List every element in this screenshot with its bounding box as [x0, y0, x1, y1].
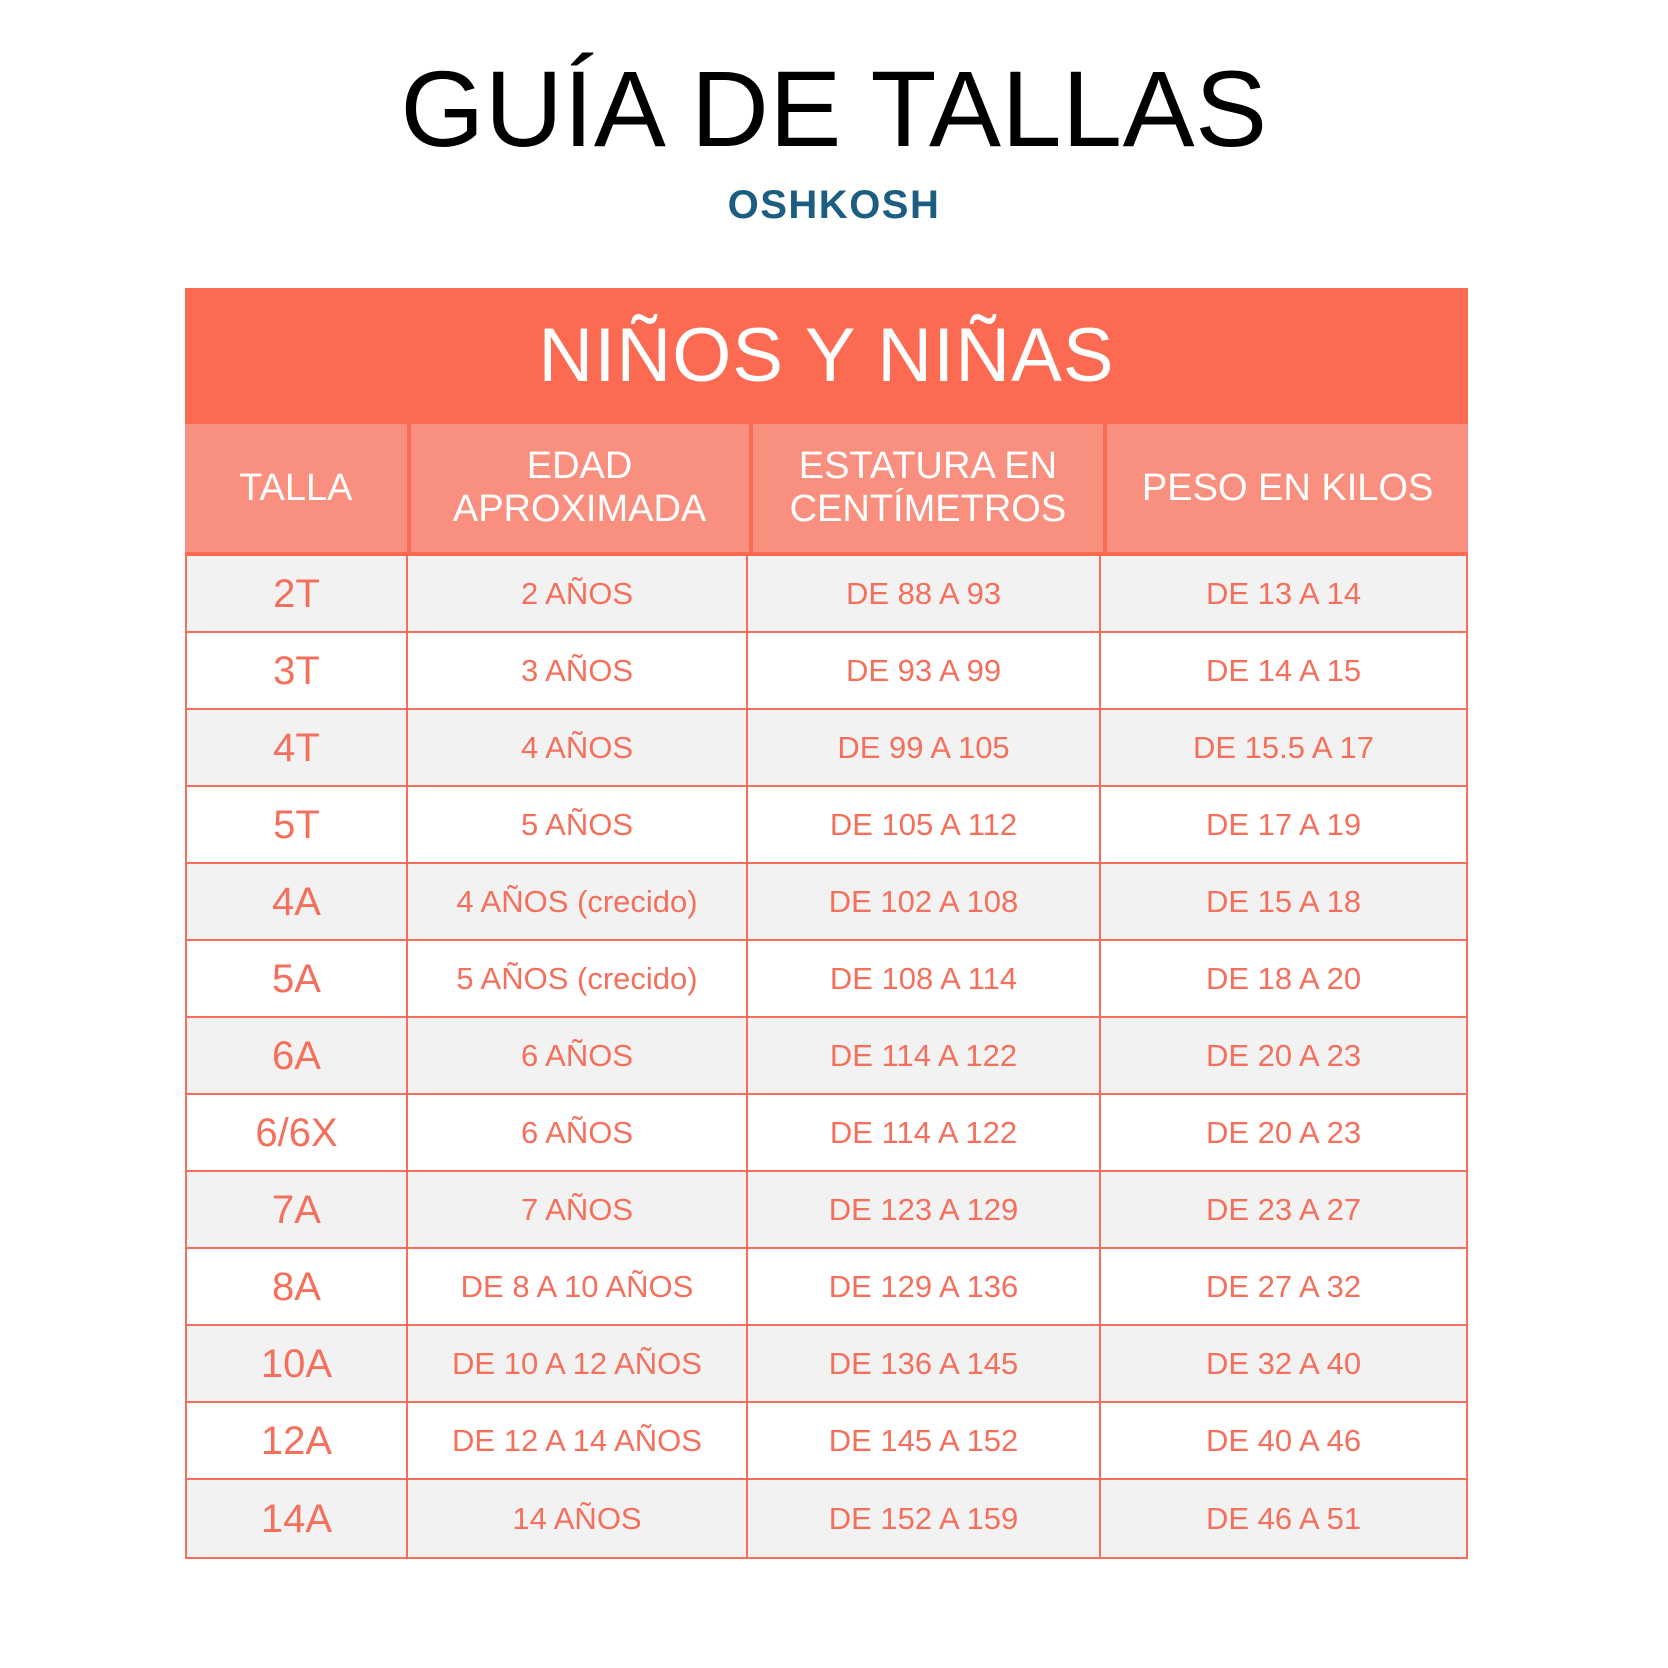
cell-talla: 5T	[187, 787, 408, 862]
cell-estatura: DE 102 A 108	[748, 864, 1101, 939]
size-table: NIÑOS Y NIÑAS TALLA EDAD APROXIMADA ESTA…	[185, 288, 1468, 1559]
cell-talla: 2T	[187, 556, 408, 631]
column-header-talla: TALLA	[185, 424, 407, 552]
cell-estatura: DE 88 A 93	[748, 556, 1101, 631]
cell-peso: DE 46 A 51	[1205, 1501, 1362, 1536]
cell-edad: 4 AÑOS (crecido)	[408, 864, 748, 939]
cell-peso: DE 14 A 15	[1205, 653, 1362, 688]
cell-edad: 5 AÑOS (crecido)	[408, 941, 748, 1016]
table-row: 7A 7 AÑOS DE 123 A 129 DE 23 A 27	[187, 1172, 1466, 1249]
cell-peso: DE 17 A 19	[1205, 807, 1362, 842]
table-row: 6A 6 AÑOS DE 114 A 122 DE 20 A 23	[187, 1018, 1466, 1095]
cell-peso: DE 15.5 A 17	[1193, 730, 1374, 765]
cell-estatura: DE 114 A 122	[748, 1018, 1101, 1093]
cell-estatura: DE 129 A 136	[748, 1249, 1101, 1324]
cell-peso: DE 23 A 27	[1205, 1192, 1362, 1227]
cell-talla: 14A	[187, 1480, 408, 1557]
cell-edad: DE 8 A 10 AÑOS	[408, 1249, 748, 1324]
table-row: 5A 5 AÑOS (crecido) DE 108 A 114 DE 18 A…	[187, 941, 1466, 1018]
cell-talla: 3T	[187, 633, 408, 708]
table-banner: NIÑOS Y NIÑAS	[185, 288, 1468, 424]
cell-estatura: DE 114 A 122	[748, 1095, 1101, 1170]
title-block: GUÍA DE TALLAS OSHKOSH	[0, 0, 1668, 228]
cell-talla: 5A	[187, 941, 408, 1016]
cell-estatura: DE 108 A 114	[748, 941, 1101, 1016]
table-body: 2T 2 AÑOS DE 88 A 93 DE 13 A 14 3T 3 AÑO…	[185, 556, 1468, 1559]
cell-edad: 6 AÑOS	[408, 1018, 748, 1093]
table-row: 12A DE 12 A 14 AÑOS DE 145 A 152 DE 40 A…	[187, 1403, 1466, 1480]
column-header-edad: EDAD APROXIMADA	[410, 424, 749, 552]
page-title: GUÍA DE TALLAS	[400, 48, 1268, 169]
cell-edad: 4 AÑOS	[408, 710, 748, 785]
brand-name: OSHKOSH	[727, 183, 941, 228]
cell-peso: DE 18 A 20	[1205, 961, 1362, 996]
cell-edad: DE 12 A 14 AÑOS	[408, 1403, 748, 1478]
cell-talla: 7A	[187, 1172, 408, 1247]
cell-talla: 8A	[187, 1249, 408, 1324]
cell-edad: 3 AÑOS	[408, 633, 748, 708]
table-banner-label: NIÑOS Y NIÑAS	[538, 313, 1115, 398]
cell-edad: 2 AÑOS	[408, 556, 748, 631]
cell-estatura: DE 105 A 112	[748, 787, 1101, 862]
table-row: 3T 3 AÑOS DE 93 A 99 DE 14 A 15	[187, 633, 1466, 710]
cell-edad: DE 10 A 12 AÑOS	[408, 1326, 748, 1401]
cell-estatura: DE 136 A 145	[748, 1326, 1101, 1401]
cell-estatura: DE 99 A 105	[748, 710, 1101, 785]
cell-talla: 6/6X	[187, 1095, 408, 1170]
cell-talla: 6A	[187, 1018, 408, 1093]
cell-peso: DE 20 A 23	[1205, 1038, 1362, 1073]
cell-peso: DE 32 A 40	[1205, 1346, 1362, 1381]
cell-peso: DE 27 A 32	[1205, 1269, 1362, 1304]
cell-estatura: DE 93 A 99	[748, 633, 1101, 708]
table-row: 4T 4 AÑOS DE 99 A 105 DE 15.5 A 17	[187, 710, 1466, 787]
table-row: 6/6X 6 AÑOS DE 114 A 122 DE 20 A 23	[187, 1095, 1466, 1172]
cell-edad: 6 AÑOS	[408, 1095, 748, 1170]
table-row: 10A DE 10 A 12 AÑOS DE 136 A 145 DE 32 A…	[187, 1326, 1466, 1403]
column-header-estatura: ESTATURA EN CENTÍMETROS	[752, 424, 1104, 552]
table-row: 8A DE 8 A 10 AÑOS DE 129 A 136 DE 27 A 3…	[187, 1249, 1466, 1326]
cell-peso: DE 40 A 46	[1205, 1423, 1362, 1458]
table-row: 5T 5 AÑOS DE 105 A 112 DE 17 A 19	[187, 787, 1466, 864]
cell-edad: 5 AÑOS	[408, 787, 748, 862]
cell-edad: 7 AÑOS	[408, 1172, 748, 1247]
cell-estatura: DE 123 A 129	[748, 1172, 1101, 1247]
cell-talla: 10A	[187, 1326, 408, 1401]
cell-estatura: DE 152 A 159	[748, 1480, 1101, 1557]
cell-talla: 4A	[187, 864, 408, 939]
table-row: 4A 4 AÑOS (crecido) DE 102 A 108 DE 15 A…	[187, 864, 1466, 941]
column-header-peso: PESO EN KILOS	[1107, 424, 1468, 552]
cell-talla: 4T	[187, 710, 408, 785]
table-row: 2T 2 AÑOS DE 88 A 93 DE 13 A 14	[187, 556, 1466, 633]
cell-estatura: DE 145 A 152	[748, 1403, 1101, 1478]
cell-edad: 14 AÑOS	[408, 1480, 748, 1557]
cell-talla: 12A	[187, 1403, 408, 1478]
table-row: 14A 14 AÑOS DE 152 A 159 DE 46 A 51	[187, 1480, 1466, 1557]
cell-peso: DE 15 A 18	[1205, 884, 1362, 919]
table-column-header-row: TALLA EDAD APROXIMADA ESTATURA EN CENTÍM…	[185, 424, 1468, 556]
cell-peso: DE 13 A 14	[1205, 576, 1362, 611]
cell-peso: DE 20 A 23	[1205, 1115, 1362, 1150]
